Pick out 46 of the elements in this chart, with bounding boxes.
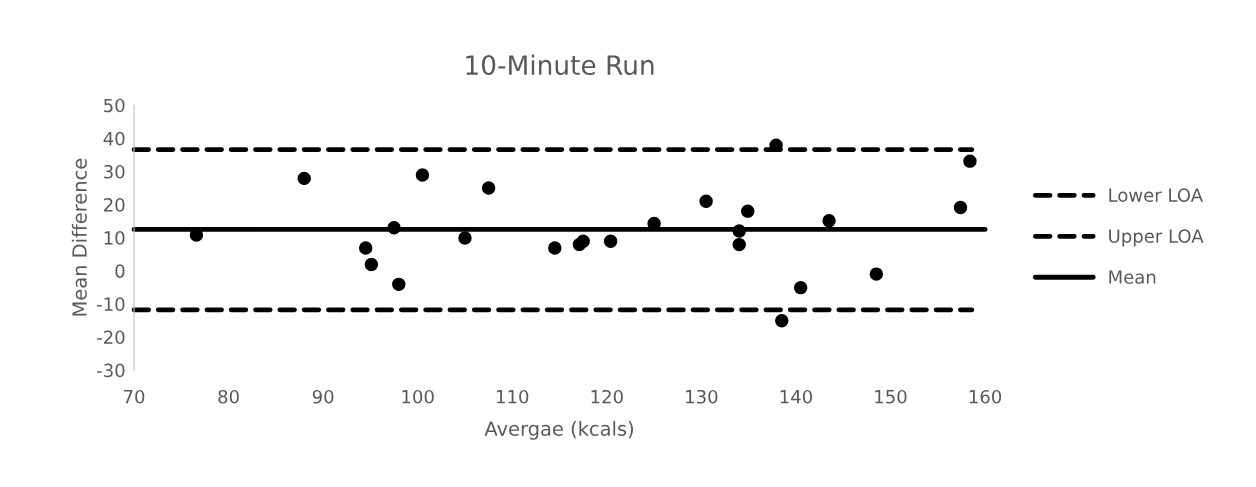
x-tick-label: 70 (124, 389, 145, 404)
point (297, 171, 311, 186)
y-tick-label: 0 (115, 264, 125, 278)
x-tick-label: 120 (591, 389, 623, 404)
y-tick-label: 20 (104, 198, 125, 212)
point (603, 234, 618, 249)
point (358, 241, 373, 255)
x-tick-label: 100 (402, 389, 434, 404)
y-tick-label: 50 (104, 98, 125, 113)
x-tick-label: 80 (218, 389, 239, 404)
point (392, 277, 406, 292)
point (953, 200, 968, 215)
x-tick-label: 130 (686, 389, 718, 404)
y-tick-label: -10 (97, 297, 125, 311)
point (732, 237, 746, 252)
x-axis-title: Avergae (kcals) (484, 420, 633, 440)
y-axis-title: Mean Difference (71, 158, 87, 316)
point (458, 231, 472, 245)
y-tick-label: 40 (103, 131, 125, 146)
point (732, 224, 746, 238)
legend-label: Upper LOA (1109, 229, 1204, 247)
x-tick-label: 140 (780, 389, 812, 404)
y-tick-label: 10 (104, 231, 125, 245)
point (699, 194, 713, 208)
y-tick-label: -30 (97, 363, 125, 378)
point (793, 280, 808, 295)
x-tick-label: 110 (497, 389, 529, 404)
legend-label: Mean (1109, 270, 1156, 284)
legend-label: Lower LOA (1109, 188, 1203, 202)
point (415, 168, 430, 182)
y-tick-label: -20 (97, 330, 125, 345)
point (822, 214, 836, 228)
point (775, 314, 789, 328)
chart-title: 10-Minute Run (466, 54, 654, 76)
point (364, 257, 379, 272)
y-tick-label: 30 (104, 164, 125, 179)
x-tick-label: 150 (875, 389, 907, 404)
point (869, 267, 884, 281)
point (387, 221, 401, 235)
point (741, 204, 755, 218)
point (963, 154, 977, 168)
point (576, 234, 590, 249)
point (481, 181, 496, 195)
point (548, 241, 562, 255)
x-tick-label: 90 (312, 389, 334, 404)
x-tick-label: 160 (969, 389, 1002, 404)
